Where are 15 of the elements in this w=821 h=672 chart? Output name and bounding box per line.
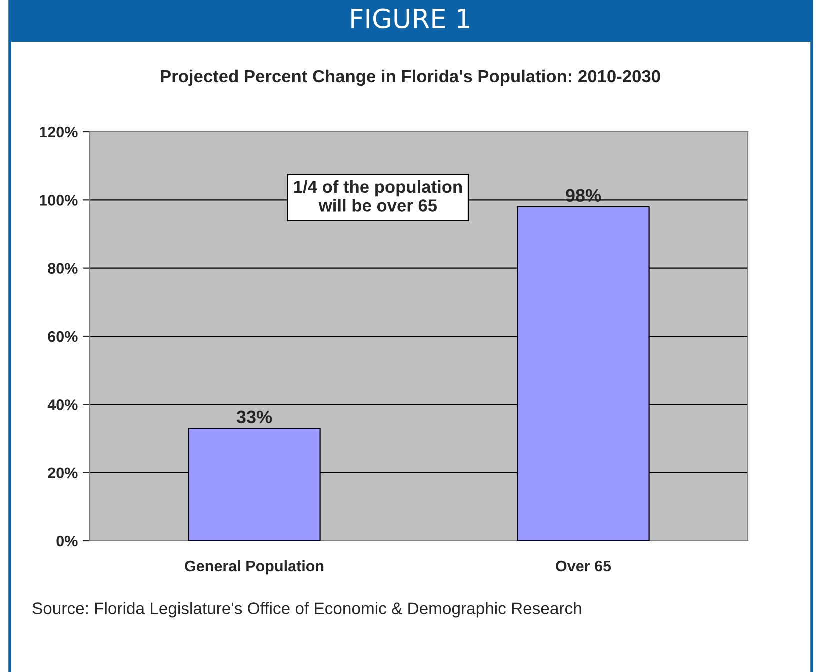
y-tick-label: 80% <box>48 263 78 274</box>
y-tick-label: 0% <box>56 536 78 547</box>
y-tick-label: 120% <box>40 126 78 138</box>
chart-subtitle: Projected Percent Change in Florida's Population: 2010-2030 <box>161 70 660 86</box>
data-label: 33% <box>236 410 272 424</box>
y-tick-label: 100% <box>40 195 78 206</box>
x-tick-label: Over 65 <box>556 560 612 572</box>
source-note: Source: Florida Legislature's Office of Economic & Demographic Research <box>32 602 582 618</box>
data-label: 98% <box>566 189 602 202</box>
y-tick-label: 20% <box>48 468 78 479</box>
chart-title: FIGURE 1 <box>352 8 470 29</box>
y-tick-label: 40% <box>48 400 78 410</box>
y-tick-label: 60% <box>48 331 78 342</box>
annotation: 1/4 of the population will be over 65 <box>294 180 462 212</box>
x-tick-label: General Population <box>185 560 324 575</box>
